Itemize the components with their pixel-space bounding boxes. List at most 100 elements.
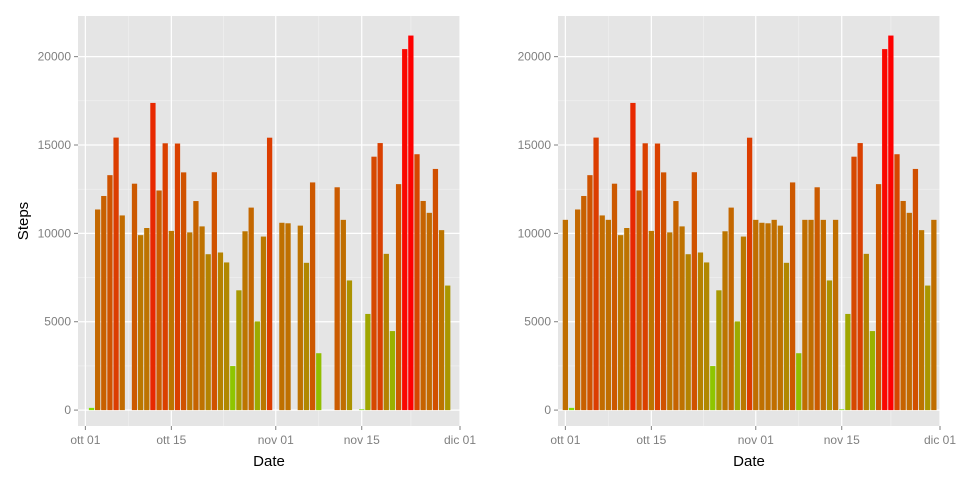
bar [759,223,764,410]
bar [408,36,413,411]
bar [341,220,346,410]
bar [753,220,758,410]
bar [808,220,813,410]
bar [199,226,204,410]
x-tick-label: ott 15 [156,433,186,447]
y-tick-label: 0 [64,403,71,417]
bar [698,252,703,410]
y-tick-label: 20000 [38,50,72,64]
bar [894,154,899,410]
bar [279,223,284,410]
x-tick-label: nov 01 [258,433,294,447]
bar [661,172,666,410]
bar [132,184,137,410]
bar [679,226,684,410]
bar [839,409,844,410]
bar [815,187,820,410]
y-tick-label: 10000 [38,226,72,240]
bar [587,175,592,410]
x-tick-label: nov 15 [344,433,380,447]
bar [686,254,691,410]
bar [600,215,605,410]
bar [593,138,598,411]
bar [163,143,168,410]
bar [378,143,383,410]
bar [427,213,432,410]
bar [249,208,254,410]
bar [581,196,586,410]
bar [212,172,217,410]
bar [907,213,912,410]
bar [390,331,395,410]
bar [931,220,936,410]
bar [636,191,641,411]
bar [649,231,654,410]
bar [261,237,266,411]
bar [310,182,315,410]
bar [402,49,407,410]
bar [267,138,272,410]
bar [630,103,635,410]
y-tick-label: 15000 [518,138,552,152]
bar [298,226,303,410]
bar [864,254,869,410]
bar [120,215,125,410]
bar [925,286,930,411]
bar [913,169,918,410]
bar [107,175,112,410]
bar [710,366,715,410]
bar [224,262,229,410]
bar [858,143,863,410]
bar [618,235,623,410]
bar [901,201,906,410]
y-tick-label: 0 [544,403,551,417]
bar [365,314,370,410]
y-tick-label: 5000 [524,315,551,329]
bar [255,321,260,410]
bar [784,263,789,410]
y-tick-label: 20000 [518,50,552,64]
bar [150,103,155,410]
bar [242,231,247,410]
bar [612,184,617,410]
bar [421,201,426,410]
bar [716,290,721,410]
bar [876,184,881,410]
bar [845,314,850,410]
bar [439,230,444,410]
bar [704,262,709,410]
bar [667,232,672,410]
bar [729,208,734,410]
bar [919,230,924,410]
bar [156,191,161,411]
bar [655,144,660,411]
bar [433,169,438,410]
bar [722,231,727,410]
bar [827,280,832,410]
bar [218,252,223,410]
bar [335,187,340,410]
y-tick-label: 15000 [38,138,72,152]
bar [169,231,174,410]
bar [606,220,611,410]
bar [230,366,235,410]
bar [304,263,309,410]
bar [206,254,211,410]
bar [735,321,740,410]
bar [113,138,118,411]
bar [181,172,186,410]
bar [445,286,450,411]
bar [643,143,648,410]
bar [882,49,887,410]
bar [316,353,321,410]
y-tick-label: 5000 [44,315,71,329]
bar [569,408,574,410]
x-tick-label: ott 01 [550,433,580,447]
x-tick-label: dic 01 [444,433,476,447]
bar [144,228,149,410]
bar [138,235,143,410]
bar [821,220,826,410]
bar [414,154,419,410]
right-chart-panel: 0 5000 10000 15000 20000 ott 01 ott 15 nov 01 no… [518,16,957,470]
bar [624,228,629,410]
